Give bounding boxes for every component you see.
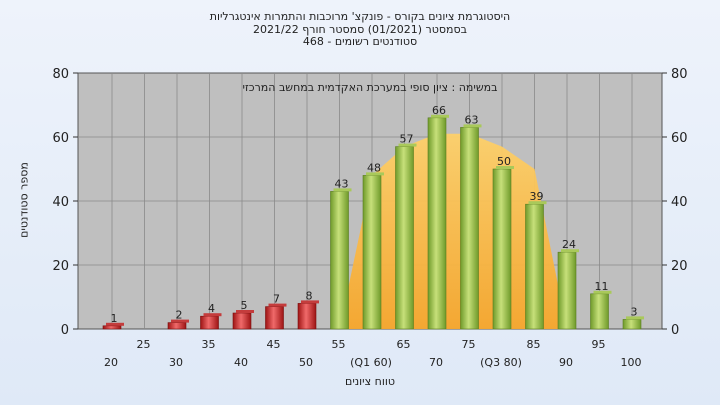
data-label: 8 xyxy=(306,289,313,302)
bar-top xyxy=(528,201,547,205)
bar-top xyxy=(463,124,482,128)
bar-top xyxy=(171,319,189,323)
x-tick-label: 45 xyxy=(267,338,281,351)
bar xyxy=(362,175,382,330)
x-tick-label: 100 xyxy=(621,356,642,369)
bar xyxy=(427,117,447,330)
bar-top xyxy=(398,143,417,147)
chart-title-block: היסטוגרמת ציונים בקורס - פונקצ' מרוכבות … xyxy=(0,10,720,49)
bar xyxy=(232,312,252,330)
bar xyxy=(460,127,479,330)
data-label: 5 xyxy=(241,299,248,312)
x-tick-label: 55 xyxy=(332,338,346,351)
bar xyxy=(622,319,642,330)
bar-top xyxy=(431,114,449,118)
bar-top xyxy=(626,316,644,320)
data-label: 39 xyxy=(530,190,544,203)
x-tick-label: 25 xyxy=(137,338,151,351)
x-tick-label: 90 xyxy=(559,356,573,369)
data-label: 57 xyxy=(400,133,414,146)
data-label: 2 xyxy=(176,309,183,322)
chart-title-line-1: היסטוגרמת ציונים בקורס - פונקצ' מרוכבות … xyxy=(209,10,511,23)
y-tick-label-right: 40 xyxy=(671,195,688,210)
plot-annotation: במשימה : ציון סופי במערכת האקדמית במחשב … xyxy=(243,81,498,94)
y-tick-label-right: 80 xyxy=(671,67,688,82)
bar-top xyxy=(593,290,612,294)
x-tick-label: 50 xyxy=(299,356,313,369)
bar xyxy=(102,325,122,330)
bar xyxy=(492,168,512,330)
data-label: 3 xyxy=(631,305,638,318)
x-tick-label: 20 xyxy=(104,356,118,369)
bar xyxy=(200,315,219,330)
bar-top xyxy=(366,172,384,176)
bar-top xyxy=(496,166,514,169)
y-tick-label-right: 60 xyxy=(671,131,688,146)
bar xyxy=(265,306,284,330)
y-tick-label-left: 60 xyxy=(52,131,69,146)
chart-title-line-3: סטודנטים רשומים - 468 xyxy=(302,35,418,48)
x-tick-label: 35 xyxy=(202,338,216,351)
y-tick-label-left: 40 xyxy=(52,195,69,210)
y-axis-title: מספר סטודנטים xyxy=(17,162,31,238)
bar xyxy=(590,293,609,330)
data-label: 11 xyxy=(595,280,609,293)
y-tick-label-right: 0 xyxy=(671,323,679,338)
chart-title-line-2: בסמסטר (01/2021) סמסטר חורף 2021/22 xyxy=(253,22,467,36)
x-tick-label: 85 xyxy=(527,338,541,351)
y-tick-label-left: 80 xyxy=(52,67,69,82)
data-label: 1 xyxy=(111,312,118,325)
y-tick-label-right: 20 xyxy=(671,259,688,274)
y-tick-label-left: 0 xyxy=(61,323,69,338)
x-tick-label: 70 xyxy=(429,356,443,369)
x-axis-title: טווח ציונים xyxy=(345,375,395,388)
bar xyxy=(557,251,577,330)
bar-top xyxy=(268,303,287,307)
x-tick-label: 75 xyxy=(462,338,476,351)
bar-top xyxy=(106,322,124,326)
data-label: 4 xyxy=(208,302,215,315)
x-tick-label: 40 xyxy=(234,356,248,369)
y-tick-label-left: 20 xyxy=(52,259,69,274)
data-label: 48 xyxy=(367,161,381,174)
data-label: 50 xyxy=(497,155,511,168)
data-label: 7 xyxy=(273,293,280,306)
bar xyxy=(297,303,317,330)
data-label: 24 xyxy=(562,238,576,251)
data-label: 63 xyxy=(465,113,479,126)
bar xyxy=(167,322,187,330)
data-label: 66 xyxy=(432,104,446,117)
bar xyxy=(395,146,414,330)
x-tick-label: (Q3 80) xyxy=(480,356,522,369)
bar-top xyxy=(333,188,352,192)
data-label: 43 xyxy=(335,177,349,190)
bar xyxy=(330,191,349,330)
bar-top xyxy=(203,313,222,317)
x-tick-label: 65 xyxy=(397,338,411,351)
x-tick-label: 30 xyxy=(169,356,183,369)
bar-top xyxy=(561,249,579,253)
bar xyxy=(525,203,544,330)
bar-top xyxy=(236,310,254,313)
x-tick-label: 95 xyxy=(592,338,606,351)
bar-top xyxy=(301,300,319,304)
x-tick-label: (Q1 60) xyxy=(350,356,392,369)
